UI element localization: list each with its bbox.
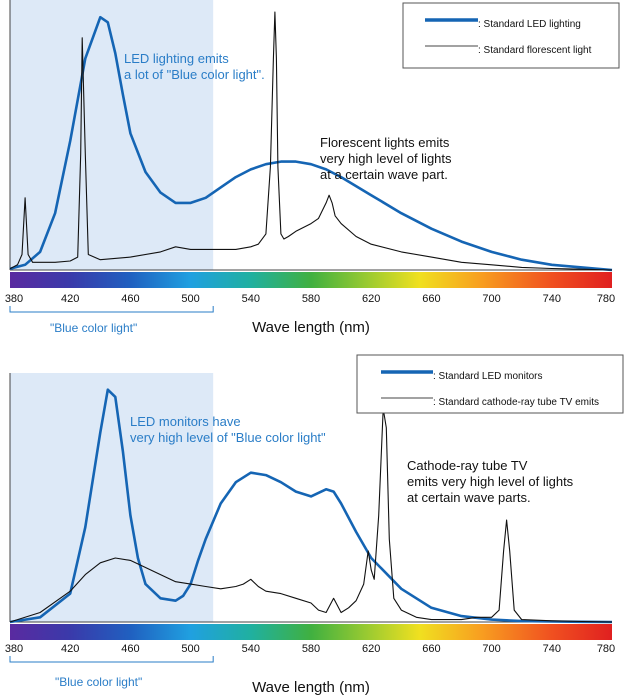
blue-region-bracket [9, 306, 214, 313]
x-tick-label: 700 [482, 643, 500, 655]
x-tick-label: 580 [302, 643, 320, 655]
comparison-spectrum-line [9, 408, 613, 623]
x-tick-label: 620 [362, 643, 380, 655]
annotation-text: at a certain wave part. [320, 167, 448, 182]
x-axis-title: Wave length (nm) [252, 319, 370, 336]
annotation-text: Florescent lights emits [320, 135, 450, 150]
annotation-text: a lot of "Blue color light". [124, 67, 265, 82]
led-spectrum-line [9, 15, 613, 272]
legend-entry-label: : Standard florescent light [478, 45, 592, 56]
legend-entry-label: : Standard cathode-ray tube TV emits [433, 397, 599, 408]
blue-region-bracket [9, 656, 214, 663]
x-tick-label: 660 [422, 643, 440, 655]
chart-panel-2: 380 420 460 500 540 580 620 660 700 740 780 Wave le… [5, 354, 624, 696]
spectrum-color-bar [10, 272, 612, 288]
legend-box [402, 2, 620, 69]
x-tick-label: 500 [181, 643, 199, 655]
annotation-text: LED lighting emits [124, 51, 229, 66]
blue-light-region [10, 0, 214, 270]
annotation-text: LED monitors have [130, 414, 241, 429]
blue-region-label: "Blue color light" [50, 321, 137, 335]
x-axis-title: Wave length (nm) [252, 679, 370, 696]
x-tick-label: 540 [242, 643, 260, 655]
annotation-text: very high level of "Blue color light" [130, 430, 326, 445]
x-tick-label: 620 [362, 293, 380, 305]
x-tick-label: 460 [121, 293, 139, 305]
x-tick-label: 740 [543, 293, 561, 305]
x-tick-label: 420 [61, 293, 79, 305]
x-tick-label: 780 [597, 643, 615, 655]
legend-entry-label: : Standard LED lighting [478, 19, 581, 30]
spectrum-color-bar [10, 624, 612, 640]
blue-light-region [10, 373, 214, 622]
annotation-text: at certain wave parts. [407, 490, 531, 505]
legend-box [356, 354, 624, 414]
x-tick-label: 780 [597, 293, 615, 305]
x-tick-label: 660 [422, 293, 440, 305]
x-tick-label: 740 [543, 643, 561, 655]
led-spectrum-line [9, 388, 613, 624]
annotation-text: Cathode-ray tube TV [407, 458, 528, 473]
chart-panel-1: 380 420 460 500 540 580 620 660 700 740 780 Wave le… [5, 0, 620, 336]
x-tick-label: 580 [302, 293, 320, 305]
blue-region-label: "Blue color light" [55, 675, 142, 689]
x-tick-label: 460 [121, 643, 139, 655]
annotation-text: very high level of lights [320, 151, 452, 166]
x-tick-label: 380 [5, 293, 23, 305]
x-tick-label: 500 [181, 293, 199, 305]
annotation-text: emits very high level of lights [407, 474, 574, 489]
comparison-spectrum-line [9, 11, 613, 271]
x-tick-label: 540 [242, 293, 260, 305]
x-tick-label: 420 [61, 643, 79, 655]
legend-entry-label: : Standard LED monitors [433, 371, 543, 382]
x-tick-label: 380 [5, 643, 23, 655]
x-tick-label: 700 [482, 293, 500, 305]
